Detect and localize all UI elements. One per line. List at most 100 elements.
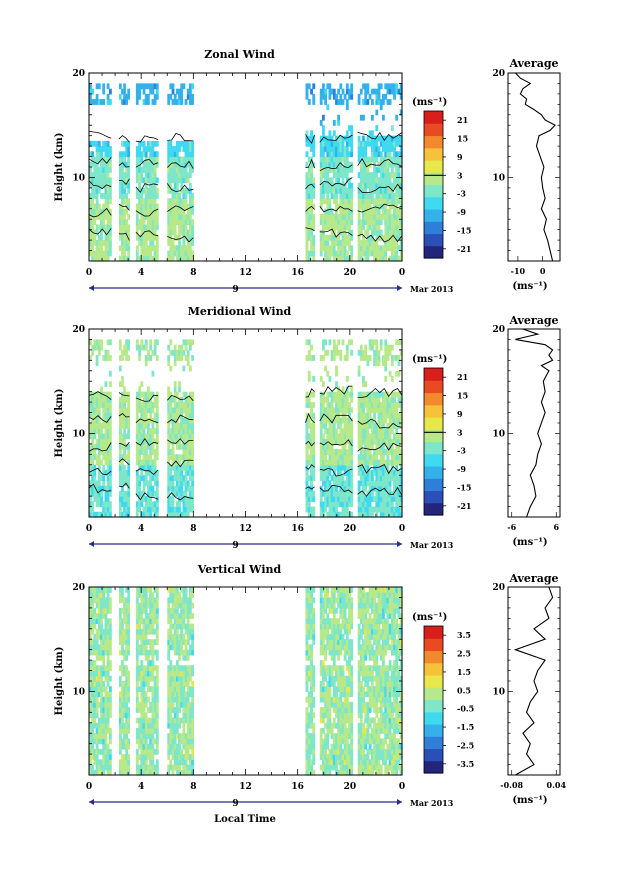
heatmap-cell <box>106 208 110 215</box>
heatmap-cell <box>97 339 101 346</box>
heatmap-cell <box>186 146 190 152</box>
heatmap-cell <box>357 402 361 408</box>
heatmap-cell <box>149 234 153 241</box>
heatmap-cell <box>186 88 190 95</box>
heatmap-cell <box>149 402 153 408</box>
heatmap-cell <box>147 83 150 90</box>
heatmap-cell <box>109 428 112 434</box>
heatmap-cell <box>104 423 108 429</box>
heatmap-cell <box>91 607 94 614</box>
heatmap-cell <box>371 99 374 105</box>
heatmap-cell <box>178 240 181 246</box>
heatmap-cell <box>106 496 110 502</box>
heatmap-cell <box>175 511 179 518</box>
heatmap-cell <box>149 511 153 518</box>
heatmap-cell <box>373 355 376 361</box>
heatmap-cell <box>371 459 374 466</box>
heatmap-cell <box>307 83 311 90</box>
heatmap-cell <box>379 496 383 502</box>
heatmap-cell <box>102 506 106 513</box>
heatmap-cell <box>182 402 186 408</box>
heatmap-cell <box>109 733 112 739</box>
heatmap-cell <box>305 423 309 429</box>
heatmap-cell <box>341 151 345 158</box>
heatmap-cell <box>339 245 343 252</box>
heatmap-cell <box>395 224 399 231</box>
heatmap-cell <box>332 475 336 481</box>
heatmap-cell <box>142 83 146 90</box>
heatmap-cell <box>379 193 383 199</box>
heatmap-cell <box>135 587 139 593</box>
heatmap-cell <box>319 355 323 361</box>
heatmap-cell <box>119 464 122 471</box>
heatmap-cell <box>335 187 338 194</box>
heatmap-cell <box>379 339 383 346</box>
heatmap-cell <box>142 208 146 215</box>
heatmap-cell <box>127 245 130 252</box>
heatmap-cell <box>184 198 188 205</box>
heatmap-cell <box>155 639 159 645</box>
heatmap-cell <box>180 93 184 100</box>
heatmap-cell <box>167 177 171 184</box>
heatmap-cell <box>184 355 188 361</box>
heatmap-cell <box>123 433 126 440</box>
heatmap-cell <box>184 754 188 760</box>
heatmap-cell <box>140 423 144 429</box>
heatmap-cell <box>310 88 313 95</box>
heatmap-cell <box>386 135 390 142</box>
heatmap-cell <box>95 187 99 194</box>
contour-line <box>319 439 353 447</box>
heatmap-cell <box>169 214 173 220</box>
heatmap-cell <box>386 224 390 231</box>
heatmap-cell <box>138 219 141 225</box>
heatmap-cell <box>104 161 108 168</box>
heatmap-cell <box>307 438 311 445</box>
heatmap-cell <box>328 255 332 262</box>
heatmap-cell <box>91 224 94 231</box>
heatmap-cell <box>127 717 130 724</box>
heatmap-cell <box>395 501 399 508</box>
heatmap-cell <box>119 167 122 173</box>
heatmap-cell <box>182 198 186 205</box>
heatmap-cell <box>319 219 323 225</box>
heatmap-cell <box>95 480 99 487</box>
heatmap-cell <box>173 722 177 729</box>
heatmap-cell <box>310 240 313 246</box>
heatmap-cell <box>100 602 103 609</box>
heatmap-cell <box>395 203 399 210</box>
heatmap-cell <box>153 511 157 518</box>
heatmap-cell <box>153 250 157 257</box>
heatmap-cell <box>330 396 334 403</box>
heatmap-cell <box>386 443 390 450</box>
heatmap-cell <box>109 634 112 640</box>
heatmap-cell <box>106 407 110 414</box>
heatmap-cell <box>371 443 374 450</box>
heatmap-cell <box>97 146 101 152</box>
heatmap-cell <box>127 490 130 497</box>
heatmap-cell <box>182 417 186 424</box>
heatmap-cell <box>328 402 332 408</box>
heatmap-cell <box>93 229 97 236</box>
heatmap-cell <box>151 607 155 614</box>
heatmap-cell <box>375 182 379 189</box>
heatmap-cell <box>343 198 347 205</box>
heatmap-cell <box>366 229 370 236</box>
colorbar-swatch <box>424 368 443 381</box>
heatmap-cell <box>123 208 126 215</box>
contour-line <box>135 394 159 402</box>
heatmap-cell <box>382 464 385 471</box>
heatmap-cell <box>393 135 396 142</box>
heatmap-cell <box>91 423 94 429</box>
heatmap-cell <box>151 167 155 173</box>
heatmap-cell <box>173 381 177 387</box>
heatmap-cell <box>343 428 347 434</box>
heatmap-cell <box>147 681 150 687</box>
heatmap-cell <box>93 613 97 619</box>
heatmap-cell <box>106 743 110 750</box>
heatmap-cell <box>121 459 124 466</box>
heatmap-cell <box>386 407 390 414</box>
heatmap-cell <box>102 423 106 429</box>
heatmap-cell <box>375 125 379 131</box>
heatmap-cell <box>326 245 330 252</box>
heatmap-cell <box>171 717 175 724</box>
